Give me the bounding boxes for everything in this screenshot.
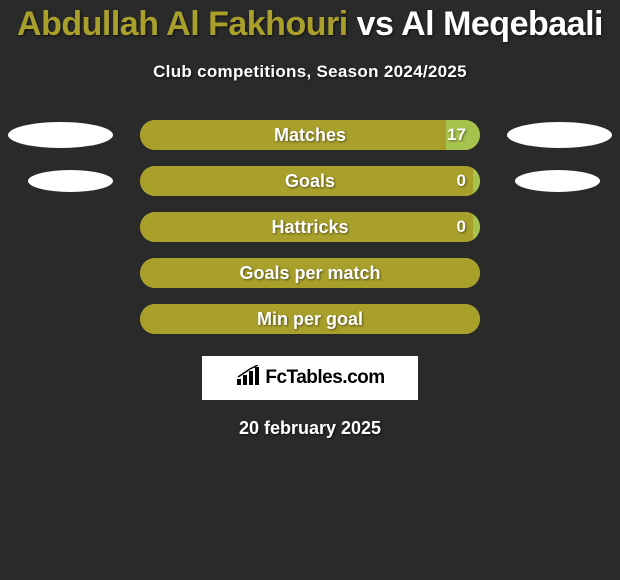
bar-container: [140, 258, 480, 288]
page-title: Abdullah Al Fakhouri vs Al Meqebaali: [0, 5, 620, 44]
brand-text: FcTables.com: [265, 367, 384, 389]
stat-row: Goals0: [0, 166, 620, 212]
bar-right: [473, 212, 480, 242]
brand-box: FcTables.com: [202, 356, 418, 400]
stats-area: Matches17Goals0Hattricks0Goals per match…: [0, 120, 620, 350]
bar-container: [140, 212, 480, 242]
stat-row: Matches17: [0, 120, 620, 166]
player1-name: Abdullah Al Fakhouri: [17, 5, 348, 43]
bar-left: [140, 258, 480, 288]
player2-name: Al Meqebaali: [401, 5, 603, 43]
vs-text: vs: [348, 5, 401, 43]
bar-container: [140, 120, 480, 150]
chart-icon: [235, 365, 261, 392]
bar-left: [140, 120, 446, 150]
bar-container: [140, 166, 480, 196]
date-text: 20 february 2025: [0, 418, 620, 439]
side-ellipse-left: [28, 170, 113, 192]
side-ellipse-left: [8, 122, 113, 148]
subtitle: Club competitions, Season 2024/2025: [0, 62, 620, 82]
side-ellipse-right: [515, 170, 600, 192]
bar-left: [140, 166, 473, 196]
side-ellipse-right: [507, 122, 612, 148]
comparison-infographic: Abdullah Al Fakhouri vs Al Meqebaali Clu…: [0, 0, 620, 580]
stat-row: Hattricks0: [0, 212, 620, 258]
bar-right: [473, 166, 480, 196]
stat-row: Goals per match: [0, 258, 620, 304]
bar-container: [140, 304, 480, 334]
brand-inner: FcTables.com: [235, 365, 384, 392]
bar-left: [140, 304, 480, 334]
bar-left: [140, 212, 473, 242]
stat-row: Min per goal: [0, 304, 620, 350]
bar-right: [446, 120, 480, 150]
